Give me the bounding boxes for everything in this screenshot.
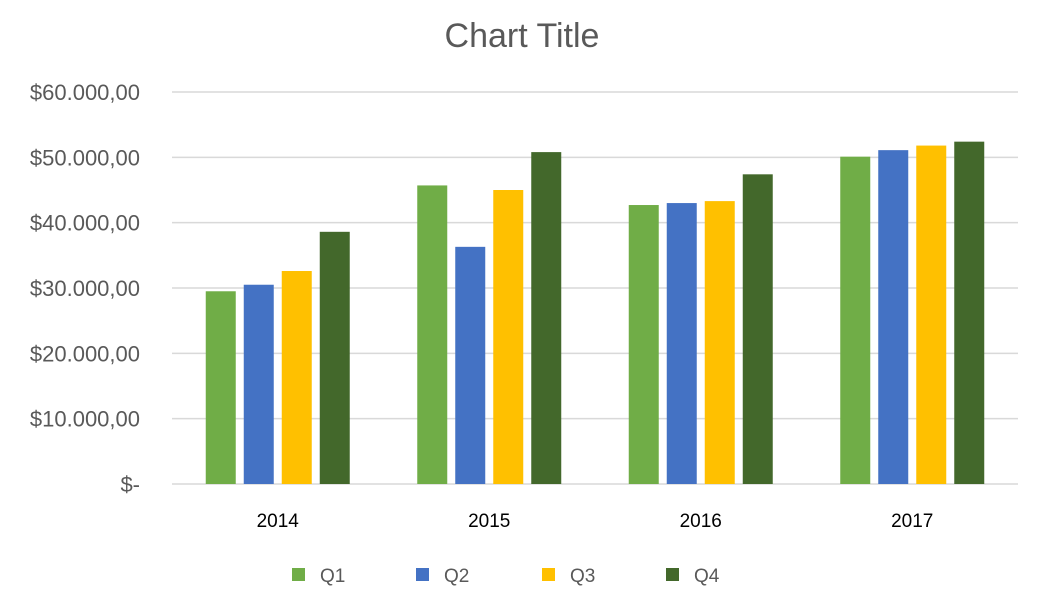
bar-q2-2016 (666, 203, 697, 485)
x-axis-ticks: 2014 2015 2016 2017 (257, 511, 934, 532)
legend: Q1 Q2 Q3 Q4 (292, 566, 720, 587)
legend-swatch-q4 (666, 568, 679, 581)
legend-label-q4: Q4 (694, 566, 720, 587)
bar-q3-2017 (916, 145, 947, 484)
bar-q2-2014 (243, 284, 274, 484)
x-tick-label: 2016 (680, 511, 722, 532)
bar-q2-2017 (878, 150, 909, 484)
legend-swatch-q1 (292, 568, 305, 581)
bar-q4-2016 (742, 174, 773, 484)
y-tick-label: $20.000,00 (30, 341, 140, 366)
legend-label-q1: Q1 (320, 566, 345, 587)
y-tick-label: $60.000,00 (30, 80, 140, 105)
chart-title: Chart Title (445, 17, 600, 55)
x-tick-label: 2015 (468, 511, 510, 532)
bar-q3-2015 (493, 190, 524, 484)
y-axis-ticks: $- $10.000,00 $20.000,00 $30.000,00 $40.000,… (30, 80, 140, 497)
bar-q4-2014 (319, 231, 350, 484)
legend-label-q2: Q2 (444, 566, 469, 587)
bar-q1-2015 (417, 185, 448, 484)
bar-q1-2017 (840, 156, 871, 484)
bar-q4-2017 (954, 141, 985, 485)
bar-q2-2015 (455, 246, 486, 484)
y-tick-label: $- (120, 472, 140, 497)
y-tick-label: $10.000,00 (30, 407, 140, 432)
y-tick-label: $30.000,00 (30, 276, 140, 301)
y-tick-label: $40.000,00 (30, 211, 140, 236)
x-tick-label: 2017 (891, 511, 933, 532)
legend-swatch-q3 (542, 568, 555, 581)
bar-q1-2016 (628, 205, 659, 484)
bar-q3-2014 (281, 271, 312, 484)
bar-q3-2016 (704, 201, 735, 484)
gridlines (172, 91, 1018, 485)
legend-label-q3: Q3 (570, 566, 595, 587)
y-tick-label: $50.000,00 (30, 145, 140, 170)
x-tick-label: 2014 (257, 511, 300, 532)
legend-swatch-q2 (416, 568, 429, 581)
bar-q4-2015 (531, 152, 562, 484)
bar-q1-2014 (205, 291, 236, 484)
bars (205, 141, 985, 485)
